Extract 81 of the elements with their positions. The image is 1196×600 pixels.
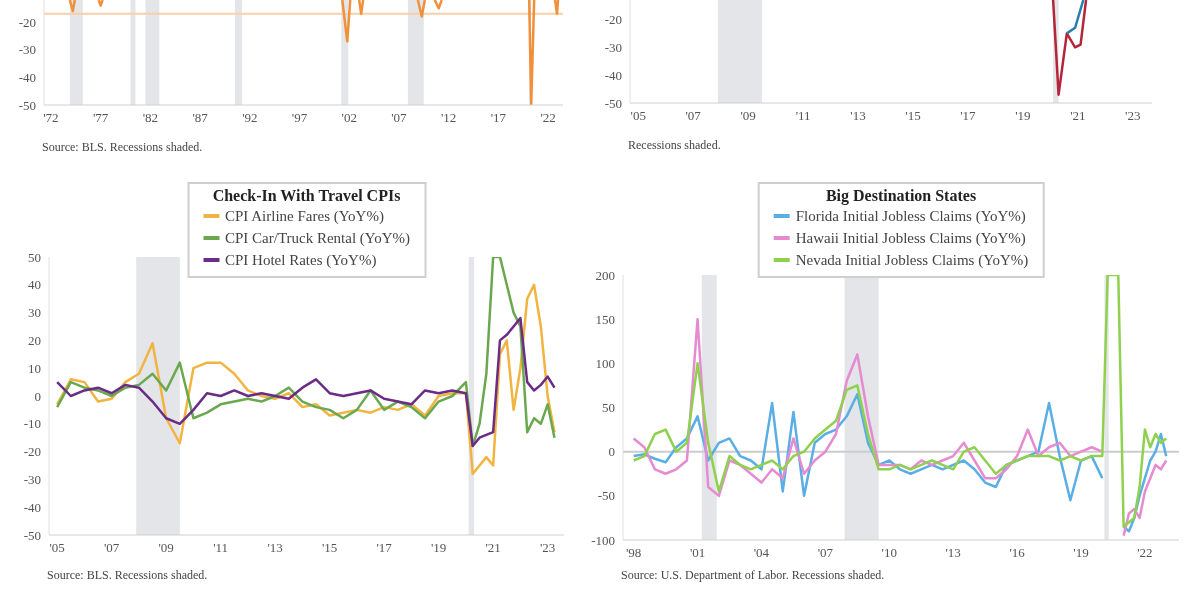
- x-tick-label: '10: [881, 545, 897, 561]
- x-tick-label: '01: [689, 545, 706, 561]
- legend-title: Big Destination States: [824, 187, 978, 205]
- y-tick-label: 0: [34, 388, 41, 404]
- line-series: [1051, 0, 1088, 96]
- y-tick-label: -50: [597, 488, 615, 504]
- x-tick-label: '07: [391, 110, 408, 126]
- x-tick-label: '97: [291, 110, 308, 126]
- x-tick-label: '19: [1073, 545, 1089, 561]
- y-tick-label: 0: [608, 444, 615, 460]
- legend-label: CPI Airline Fares (YoY%): [224, 207, 384, 226]
- x-tick-label: '17: [376, 540, 393, 556]
- y-tick-label: -100: [591, 532, 615, 548]
- y-tick-label: -30: [604, 39, 622, 55]
- y-tick-label: -50: [23, 527, 41, 543]
- source-note: Source: BLS. Recessions shaded.: [42, 140, 203, 155]
- y-tick-label: 50: [602, 400, 615, 416]
- line-series: [55, 316, 556, 448]
- x-tick-label: '13: [945, 545, 961, 561]
- y-tick-label: -40: [18, 69, 36, 85]
- x-tick-label: '92: [242, 110, 258, 126]
- x-tick-label: '12: [440, 110, 457, 126]
- x-tick-label: '23: [539, 540, 556, 556]
- y-tick-label: 10: [28, 360, 41, 376]
- x-tick-label: '11: [213, 540, 229, 556]
- x-tick-label: '15: [905, 108, 921, 124]
- x-tick-label: '77: [93, 110, 109, 126]
- y-tick-label: -30: [23, 472, 41, 488]
- line-series: [632, 275, 1168, 528]
- legend-label: Florida Initial Jobless Claims (YoY%): [795, 207, 1026, 226]
- x-tick-label: '11: [795, 108, 811, 124]
- y-tick-label: 100: [595, 355, 615, 371]
- x-tick-label: '13: [850, 108, 866, 124]
- legend-label: CPI Car/Truck Rental (YoY%): [224, 229, 411, 248]
- x-tick-label: '17: [960, 108, 977, 124]
- x-tick-label: '21: [1070, 108, 1086, 124]
- x-tick-label: '87: [192, 110, 209, 126]
- y-tick-label: -20: [23, 444, 41, 460]
- y-tick-label: -40: [23, 499, 41, 515]
- x-tick-label: '07: [104, 540, 120, 556]
- x-tick-label: '22: [1137, 545, 1153, 561]
- legend-label: CPI Hotel Rates (YoY%): [224, 251, 377, 270]
- x-tick-label: '16: [1009, 545, 1026, 561]
- x-tick-label: '13: [267, 540, 283, 556]
- x-tick-label: '05: [630, 108, 646, 124]
- x-tick-label: '15: [321, 540, 338, 556]
- legend-label: Hawaii Initial Jobless Claims (YoY%): [795, 229, 1026, 248]
- legend-title: Check-In With Travel CPIs: [211, 187, 402, 205]
- x-tick-label: '98: [625, 545, 642, 561]
- y-tick-label: 200: [595, 267, 615, 283]
- x-tick-label: '05: [49, 540, 65, 556]
- y-tick-label: -40: [604, 67, 622, 83]
- text: Recessions shaded.: [628, 138, 721, 153]
- x-tick-label: '09: [740, 108, 756, 124]
- y-tick-label: 40: [28, 277, 41, 293]
- y-tick-label: -20: [604, 12, 622, 28]
- x-tick-label: '82: [142, 110, 159, 126]
- y-tick-label: -50: [18, 97, 36, 113]
- x-tick-label: '23: [1125, 108, 1141, 124]
- x-tick-label: '09: [158, 540, 174, 556]
- legend-label: Nevada Initial Jobless Claims (YoY%): [795, 251, 1029, 270]
- x-tick-label: '17: [490, 110, 507, 126]
- y-tick-label: 50: [28, 249, 41, 265]
- y-tick-label: -20: [18, 14, 36, 30]
- y-tick-label: -50: [604, 95, 622, 111]
- x-tick-label: '02: [341, 110, 357, 126]
- source-note: Source: U.S. Department of Labor. Recessions shaded.: [621, 568, 885, 583]
- y-tick-label: 150: [595, 311, 615, 327]
- y-tick-label: 20: [28, 333, 41, 349]
- source-note: Source: BLS. Recessions shaded.: [47, 568, 208, 583]
- x-tick-label: '19: [430, 540, 447, 556]
- x-tick-label: '07: [685, 108, 702, 124]
- y-tick-label: 30: [28, 305, 41, 321]
- y-tick-label: -10: [23, 416, 41, 432]
- x-tick-label: '22: [540, 110, 556, 126]
- x-tick-label: '04: [753, 545, 770, 561]
- x-tick-label: '07: [817, 545, 834, 561]
- x-tick-label: '72: [43, 110, 59, 126]
- y-tick-label: -30: [18, 42, 36, 58]
- x-tick-label: '19: [1015, 108, 1031, 124]
- x-tick-label: '21: [485, 540, 501, 556]
